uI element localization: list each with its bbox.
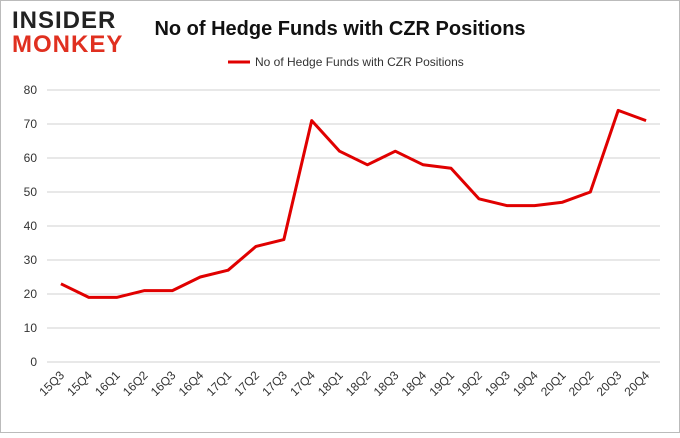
y-tick-label: 30 <box>24 253 38 267</box>
data-line <box>60 108 647 299</box>
y-tick-label: 40 <box>24 219 38 233</box>
y-tick-label: 60 <box>24 151 38 165</box>
legend-label: No of Hedge Funds with CZR Positions <box>255 55 464 69</box>
y-tick-label: 50 <box>24 185 38 199</box>
logo-top: INSIDER <box>12 7 116 34</box>
y-tick-label: 0 <box>30 355 37 369</box>
y-tick-label: 70 <box>24 117 38 131</box>
chart-title: No of Hedge Funds with CZR Positions <box>154 18 525 40</box>
y-tick-label: 80 <box>24 83 38 97</box>
logo-bottom: MONKEY <box>12 31 123 58</box>
y-tick-label: 10 <box>24 321 38 335</box>
y-tick-label: 20 <box>24 287 38 301</box>
